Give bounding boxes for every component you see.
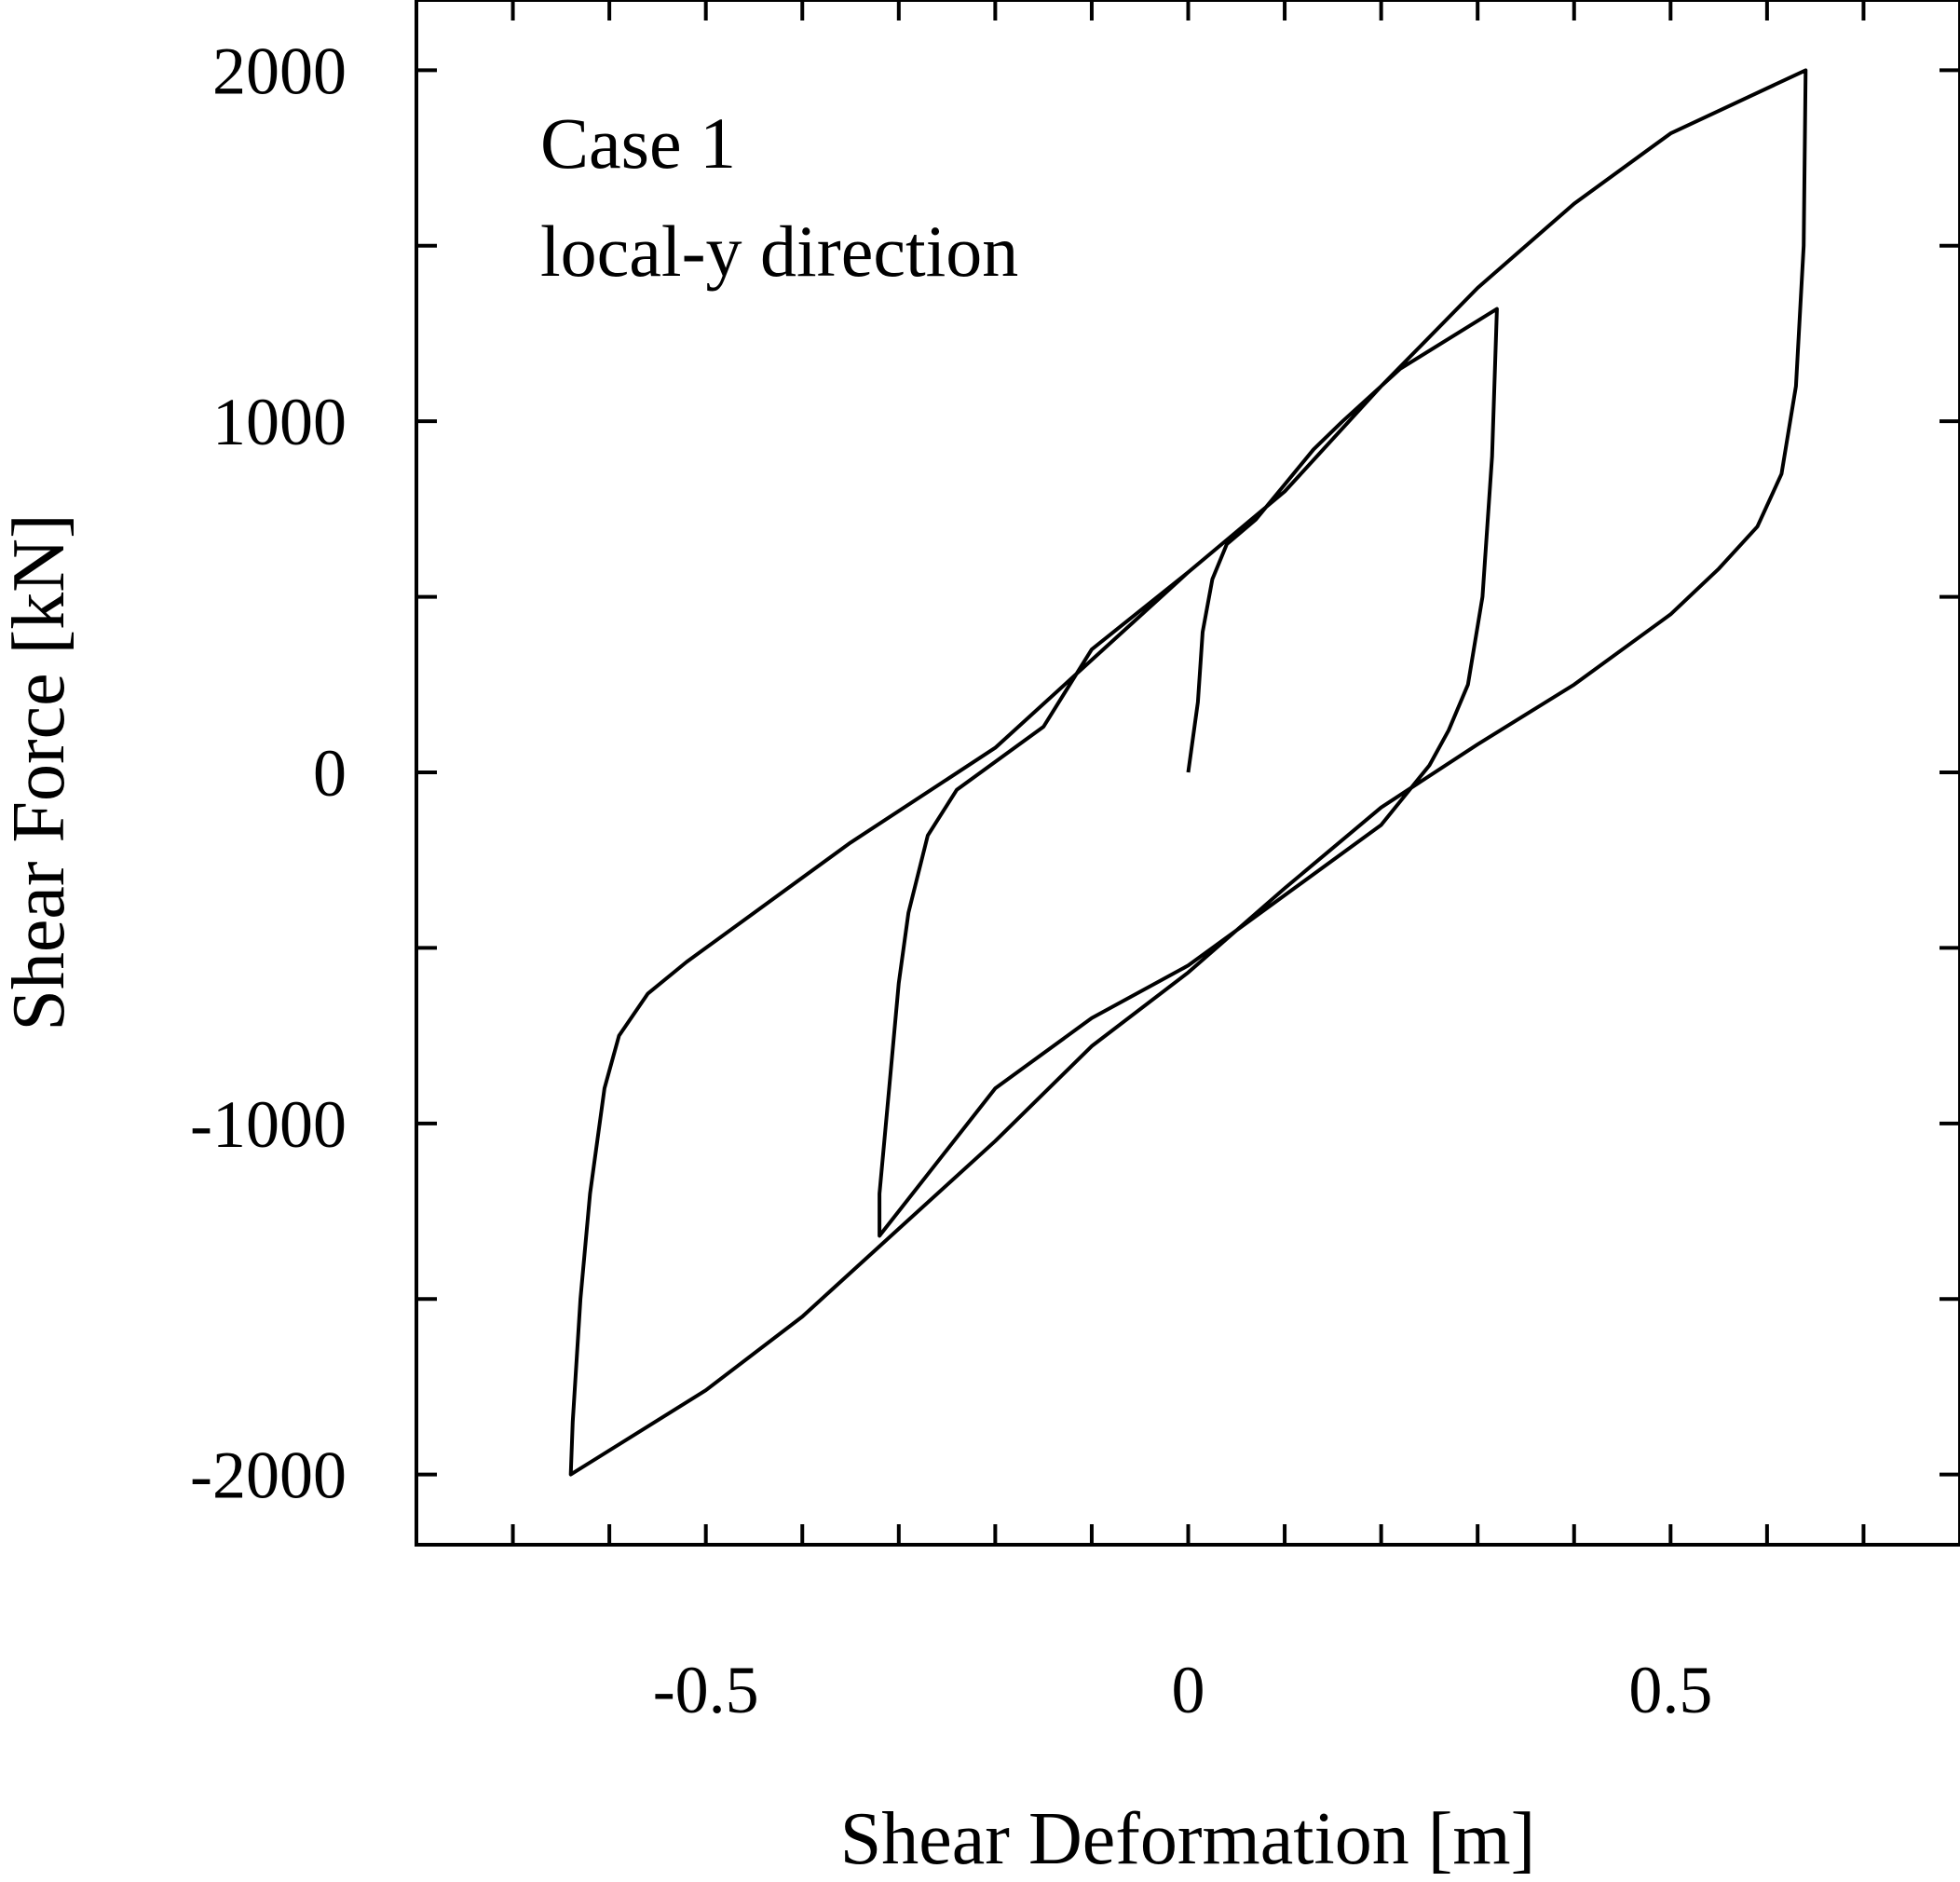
- plot-frame: [415, 0, 1960, 1547]
- y-tick-label: 2000: [212, 34, 347, 108]
- annotation-case: Case 1: [540, 102, 736, 184]
- x-tick-label: -0.5: [653, 1653, 759, 1727]
- y-tick-label: -1000: [190, 1087, 347, 1162]
- annotation-direction: local-y direction: [540, 211, 1018, 292]
- x-tick-label: 0: [1172, 1653, 1205, 1727]
- x-axis-title: Shear Deformation [m]: [840, 1798, 1535, 1880]
- x-tick-labels: -0.5 0 0.5: [653, 1653, 1713, 1727]
- y-tick-labels: -2000 -1000 0 1000 2000: [190, 34, 347, 1512]
- x-tick-label: 0.5: [1628, 1653, 1712, 1727]
- axis-ticks: [416, 0, 1960, 1545]
- y-tick-label: 0: [313, 736, 347, 811]
- y-axis-title: Shear Force [kN]: [0, 513, 80, 1030]
- y-tick-label: 1000: [212, 385, 347, 459]
- hysteresis-curve: [568, 68, 1808, 1477]
- y-tick-label: -2000: [190, 1439, 347, 1513]
